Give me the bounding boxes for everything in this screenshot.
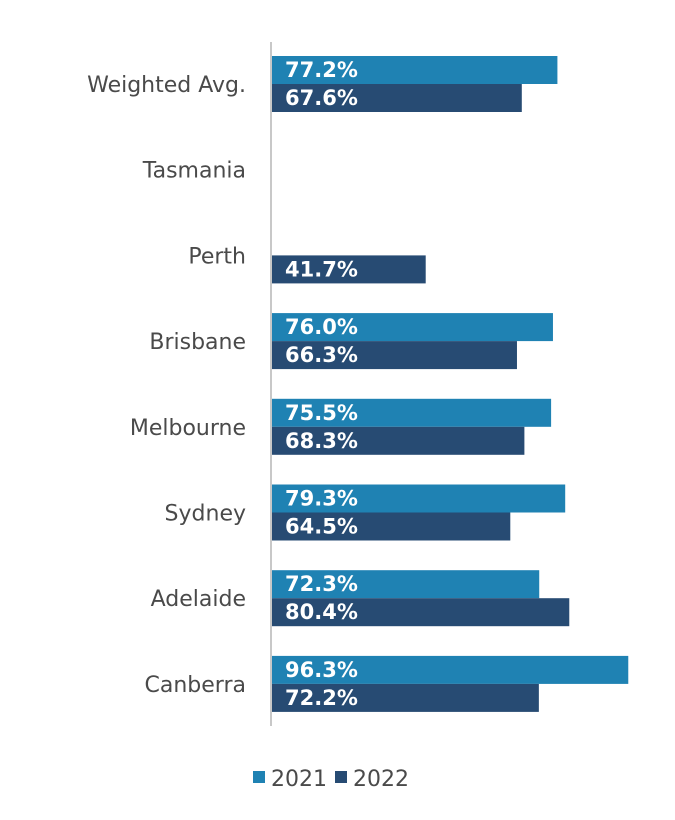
category-labels: Weighted Avg. Tasmania Perth Brisbane Melbou… xyxy=(87,73,246,698)
data-label: 72.3% xyxy=(285,572,358,596)
data-label: 67.6% xyxy=(285,86,358,110)
legend-label-2022: 2022 xyxy=(353,767,409,792)
category-label: Sydney xyxy=(165,502,246,527)
data-label: 64.5% xyxy=(285,515,358,539)
bar-2022-weighted-avg xyxy=(271,84,522,112)
category-label: Tasmania xyxy=(142,159,246,184)
data-label: 68.3% xyxy=(285,429,358,453)
legend-swatch-2021 xyxy=(253,771,265,783)
bar-2022-adelaide xyxy=(271,598,570,627)
bar-2021-canberra xyxy=(271,655,629,684)
category-label: Brisbane xyxy=(149,330,246,355)
category-label: Canberra xyxy=(145,673,246,698)
legend-label-2021: 2021 xyxy=(271,767,327,792)
bar-2021-adelaide xyxy=(271,570,540,599)
bar-2021-melbourne xyxy=(271,398,552,427)
data-label: 75.5% xyxy=(285,401,358,425)
legend-swatch-2022 xyxy=(335,771,347,783)
category-label: Weighted Avg. xyxy=(87,73,246,98)
data-label: 41.7% xyxy=(285,257,358,281)
bars-group: 77.2% 67.6% 41.7% 76.0% 66.3% 75.5% 68.3% 79.3%… xyxy=(271,56,629,712)
data-label: 96.3% xyxy=(285,658,358,682)
bar-2022-brisbane xyxy=(271,341,517,370)
bar-2022-sydney xyxy=(271,512,511,541)
category-label: Adelaide xyxy=(151,587,246,612)
bar-2021-weighted-avg xyxy=(271,56,558,84)
bar-2022-canberra xyxy=(271,683,539,712)
data-label: 77.2% xyxy=(285,58,358,82)
data-label: 72.2% xyxy=(285,686,358,710)
bar-2022-perth xyxy=(271,255,426,284)
bar-2021-brisbane xyxy=(271,313,553,342)
category-label: Melbourne xyxy=(130,416,246,441)
data-label: 66.3% xyxy=(285,343,358,367)
data-label: 79.3% xyxy=(285,487,358,511)
bar-2022-melbourne xyxy=(271,426,525,455)
data-label: 80.4% xyxy=(285,600,358,624)
data-label: 76.0% xyxy=(285,315,358,339)
bar-2021-sydney xyxy=(271,484,566,513)
category-label: Perth xyxy=(188,244,246,269)
legend: 2021 2022 xyxy=(253,767,409,792)
